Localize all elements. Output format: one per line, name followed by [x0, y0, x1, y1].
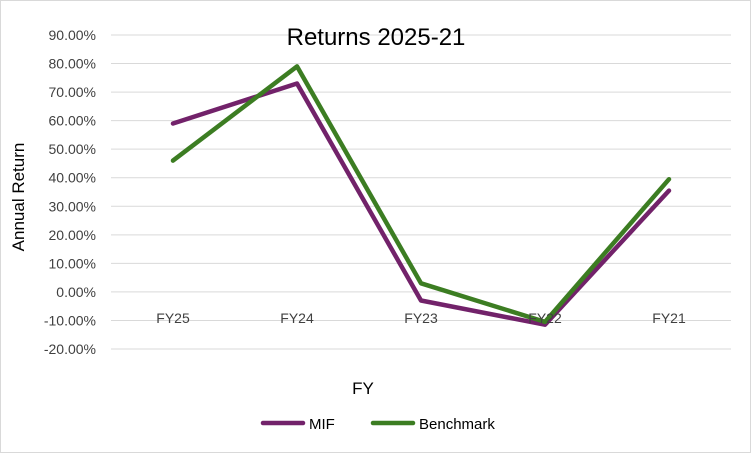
- gridlines: [111, 34, 731, 350]
- chart-title: Returns 2025-21: [287, 24, 466, 51]
- y-tick-label: -20.00%: [44, 341, 96, 357]
- y-tick-label: 20.00%: [49, 227, 96, 243]
- y-tick-label: 60.00%: [49, 113, 96, 129]
- x-tick-label: FY21: [652, 310, 686, 326]
- y-tick-label: 40.00%: [49, 170, 96, 186]
- y-tick-label: 80.00%: [49, 56, 96, 72]
- legend-label-benchmark: Benchmark: [419, 416, 495, 433]
- legend: MIF Benchmark: [260, 416, 495, 433]
- x-tick-label: FY22: [528, 310, 562, 326]
- x-tick-label: FY25: [156, 310, 190, 326]
- y-tick-label: 10.00%: [49, 255, 96, 271]
- series-line-mif: [170, 81, 672, 327]
- y-axis-title: Annual Return: [9, 143, 28, 252]
- x-axis-title: FY: [352, 379, 374, 398]
- y-tick-label: 0.00%: [56, 284, 96, 300]
- y-tick-label: 70.00%: [49, 84, 96, 100]
- x-tick-label: FY24: [280, 310, 314, 326]
- y-axis-tick-labels: 90.00% 80.00% 70.00% 60.00% 50.00% 40.00% 30.0…: [44, 27, 96, 357]
- series-lines: [170, 64, 672, 327]
- y-tick-label: 50.00%: [49, 141, 96, 157]
- x-axis-tick-labels: FY25 FY24 FY23 FY22 FY21: [156, 310, 686, 326]
- x-tick-label: FY23: [404, 310, 438, 326]
- legend-label-mif: MIF: [309, 416, 335, 433]
- y-tick-label: 30.00%: [49, 198, 96, 214]
- y-tick-label: -10.00%: [44, 312, 96, 328]
- series-line-benchmark: [170, 64, 672, 325]
- y-tick-label: 90.00%: [49, 27, 96, 43]
